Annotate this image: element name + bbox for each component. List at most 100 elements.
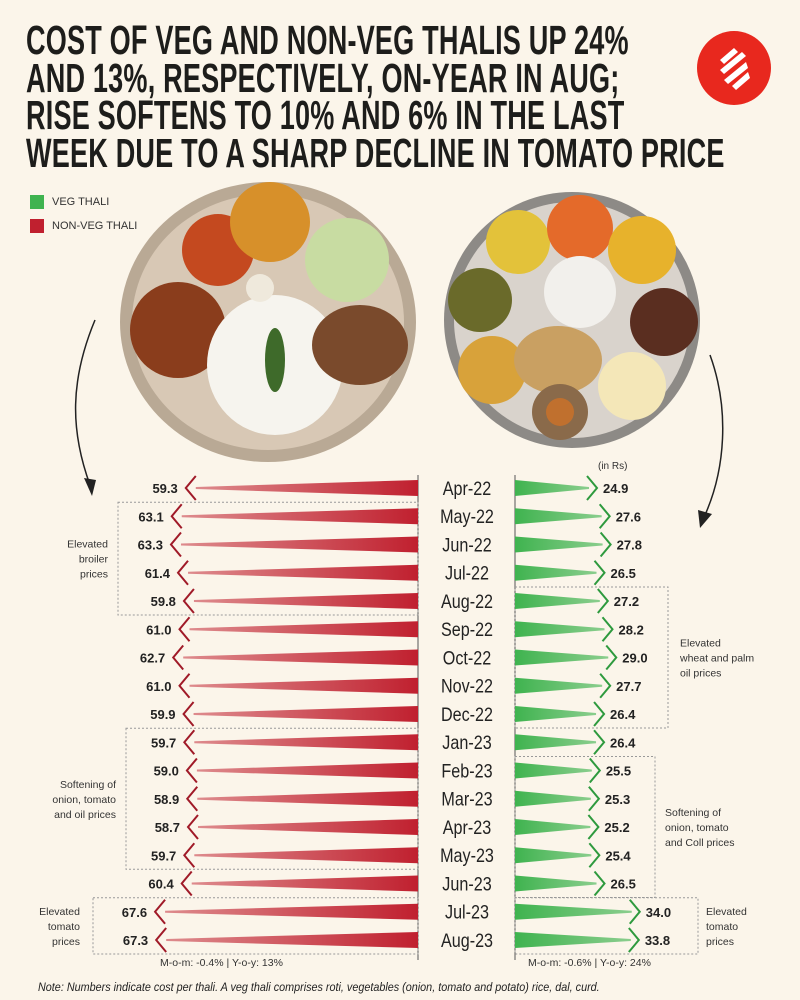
- nonveg-value: 59.0: [154, 764, 179, 779]
- annotation-text: prices: [80, 569, 108, 581]
- nonveg-value: 61.0: [146, 622, 171, 637]
- nonveg-arrow-head: [170, 503, 183, 529]
- veg-thali-image: [444, 192, 700, 448]
- veg-arrow-head: [601, 616, 614, 642]
- category-label: Jul-22: [445, 563, 489, 585]
- veg-arrow-bar: [515, 649, 609, 666]
- veg-arrow-bar: [515, 903, 632, 920]
- veg-arrow-head: [593, 701, 606, 727]
- annotation-box-left: [92, 897, 419, 955]
- veg-arrow-bar: [515, 819, 591, 835]
- nonveg-arrow-bar: [194, 734, 418, 751]
- veg-arrow-bar: [515, 875, 597, 892]
- annotation-text: onion, tomato: [665, 822, 729, 834]
- veg-arrow-head: [586, 475, 599, 501]
- veg-arrow-head: [629, 899, 642, 925]
- nonveg-arrow-bar: [194, 847, 418, 864]
- category-label: May-23: [440, 845, 494, 867]
- curved-arrow-right-head: [698, 510, 712, 528]
- category-label: Apr-23: [443, 817, 492, 839]
- nonveg-arrow-head: [176, 560, 189, 586]
- category-label: Aug-23: [441, 930, 493, 952]
- legend-label: VEG THALI: [52, 196, 110, 208]
- nonveg-value: 67.6: [122, 905, 147, 920]
- nonveg-value: 61.0: [146, 679, 171, 694]
- veg-arrow-head: [628, 927, 641, 953]
- indian-express-logo: [697, 31, 771, 105]
- nonveg-arrow-bar: [181, 508, 418, 525]
- summary-right: M-o-m: -0.6% | Y-o-y: 24%: [528, 957, 651, 969]
- annotation-box-right: [514, 756, 656, 898]
- category-label: Mar-23: [441, 789, 492, 811]
- nonveg-arrow-bar: [198, 819, 418, 835]
- legend-swatch-veg: [30, 195, 44, 209]
- nonveg-arrow-bar: [189, 677, 418, 694]
- category-label: Feb-23: [441, 760, 492, 782]
- annotation-text: Elevated: [706, 906, 747, 918]
- veg-arrow-bar: [515, 706, 597, 722]
- nonveg-arrow-head: [154, 927, 167, 953]
- nonveg-value: 58.9: [154, 792, 179, 807]
- nonveg-value: 59.8: [151, 594, 176, 609]
- veg-arrow-bar: [515, 564, 597, 581]
- annotation-text: and oil prices: [54, 809, 116, 821]
- legend-swatch-nonveg: [30, 219, 44, 233]
- nonveg-arrow-head: [182, 729, 196, 755]
- veg-arrow-bar: [515, 677, 603, 694]
- category-label: Jul-23: [445, 902, 489, 924]
- headline-line: RISE SOFTENS TO 10% AND 6% IN THE LAST: [26, 92, 625, 138]
- legend-label: NON-VEG THALI: [52, 220, 138, 232]
- veg-value: 26.4: [610, 735, 636, 750]
- category-label: Oct-22: [443, 647, 491, 669]
- category-label: Aug-22: [441, 591, 493, 613]
- nonveg-arrow-head: [182, 588, 195, 614]
- nonveg-value: 63.1: [138, 509, 163, 524]
- non-veg-thali-image: [120, 182, 416, 462]
- category-label: May-22: [440, 506, 494, 528]
- nonveg-value: 61.4: [145, 566, 171, 581]
- nonveg-value: 59.9: [150, 707, 175, 722]
- veg-arrow-bar: [515, 762, 592, 779]
- nonveg-arrow-head: [169, 531, 182, 558]
- annotation-text: Softening of: [60, 779, 116, 791]
- veg-value: 25.4: [605, 848, 631, 863]
- annotation-text: wheat and palm: [679, 653, 754, 665]
- headline-line: AND 13%, RESPECTIVELY, ON-YEAR IN AUG;: [26, 54, 620, 101]
- nonveg-arrow-bar: [183, 649, 418, 666]
- veg-arrow-bar: [515, 847, 592, 864]
- veg-value: 27.8: [617, 538, 642, 553]
- nonveg-arrow-bar: [189, 621, 418, 638]
- category-label: Sep-22: [441, 619, 493, 641]
- nonveg-arrow-head: [185, 757, 198, 784]
- veg-value: 34.0: [646, 905, 671, 920]
- curved-arrow-right: [704, 354, 724, 516]
- veg-value: 28.2: [619, 622, 644, 637]
- category-label: Jun-22: [442, 534, 491, 556]
- annotation-text: prices: [706, 936, 734, 948]
- nonveg-value: 60.4: [148, 877, 174, 892]
- veg-value: 27.7: [616, 679, 641, 694]
- veg-value: 33.8: [645, 933, 670, 948]
- veg-arrow-head: [593, 870, 606, 897]
- annotation-box-left: [117, 501, 419, 616]
- category-label: Jun-23: [442, 873, 492, 895]
- veg-value: 26.4: [610, 707, 636, 722]
- category-label: Nov-22: [441, 676, 493, 698]
- headline-line: COST OF VEG AND NON-VEG THALIS UP 24%: [26, 17, 629, 63]
- nonveg-arrow-head: [186, 814, 199, 840]
- nonveg-arrow-head: [182, 842, 196, 868]
- nonveg-value: 67.3: [123, 933, 148, 948]
- nonveg-value: 59.7: [151, 735, 176, 750]
- nonveg-arrow-bar: [188, 564, 418, 581]
- veg-arrow-bar: [515, 593, 600, 609]
- nonveg-arrow-bar: [166, 932, 418, 948]
- annotation-text: Elevated: [67, 539, 108, 551]
- nonveg-arrow-bar: [165, 903, 418, 920]
- nonveg-value: 59.3: [152, 481, 177, 496]
- nonveg-arrow-head: [180, 870, 193, 897]
- veg-arrow-bar: [515, 508, 602, 525]
- annotation-text: Softening of: [665, 807, 721, 819]
- annotation-text: Elevated: [680, 638, 721, 650]
- annotation-text: oil prices: [680, 668, 721, 680]
